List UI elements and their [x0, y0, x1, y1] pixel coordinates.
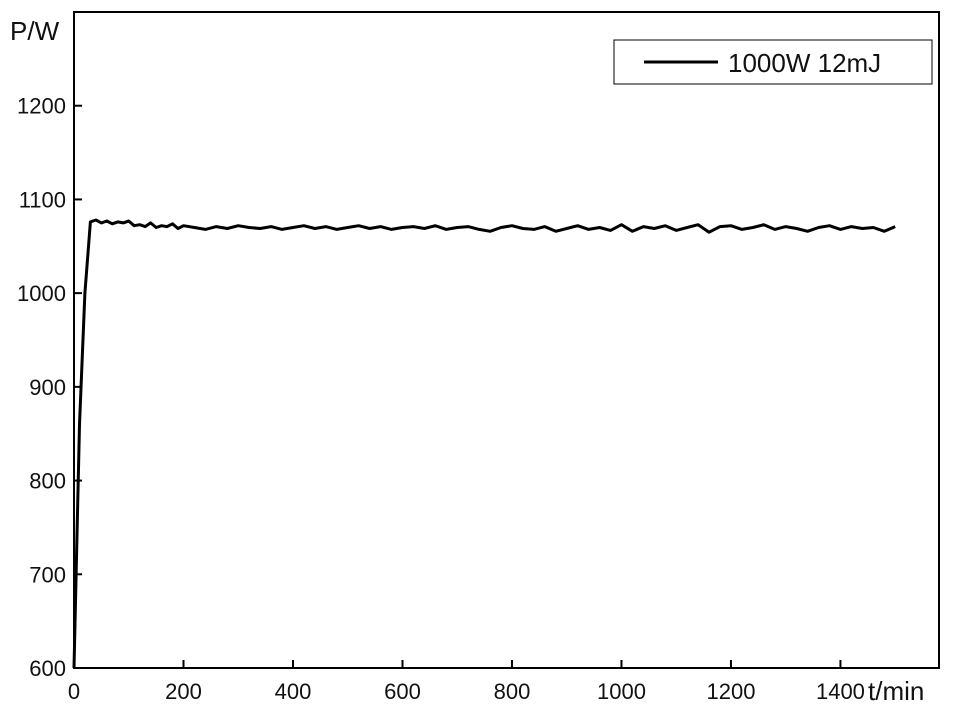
x-tick-label-1000: 1000: [597, 679, 646, 704]
y-tick-label-1100: 1100: [19, 187, 66, 212]
y-tick-label-800: 800: [29, 469, 66, 494]
x-tick-label-800: 800: [494, 679, 531, 704]
y-tick-label-1000: 1000: [17, 281, 66, 306]
y-tick-label-700: 700: [29, 562, 66, 587]
x-tick-label-400: 400: [275, 679, 312, 704]
y-tick-label-600: 600: [29, 656, 66, 681]
x-tick-label-0: 0: [68, 679, 80, 704]
legend-label-1000w-12mj: 1000W 12mJ: [728, 48, 881, 78]
x-tick-label-600: 600: [384, 679, 421, 704]
x-tick-label-1400: 1400: [816, 679, 865, 704]
y-axis: 600 700 800 900 1000 1100 1200: [17, 94, 82, 681]
x-tick-label-200: 200: [165, 679, 202, 704]
y-axis-title: P/W: [10, 16, 60, 46]
plot-frame: [73, 11, 940, 669]
x-axis-title: t/min: [868, 676, 924, 706]
series-layer: [72, 218, 896, 669]
y-tick-label-1200: 1200: [17, 94, 66, 119]
x-axis: 0 200 400 600 800 1000 1200 1400: [68, 660, 865, 704]
series-line-0: [72, 218, 896, 669]
x-tick-label-1200: 1200: [706, 679, 755, 704]
y-tick-label-900: 900: [29, 375, 66, 400]
legend: 1000W 12mJ: [613, 39, 933, 85]
